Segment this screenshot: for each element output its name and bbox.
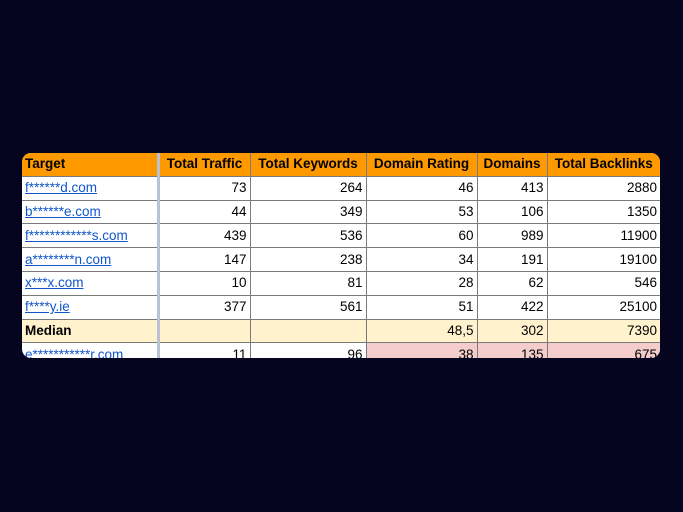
- column-header-domains: Domains: [476, 153, 548, 177]
- header-row: Target Total Traffic Total Keywords Doma…: [22, 153, 660, 177]
- column-header-domain-rating: Domain Rating: [365, 153, 478, 177]
- target-cell: x***x.com: [22, 270, 160, 296]
- total-backlinks-cell: 1350: [546, 199, 660, 225]
- total-traffic-cell: 73: [157, 175, 251, 201]
- total-keywords-cell: 238: [249, 247, 367, 272]
- domain-rating-cell: 38: [365, 342, 478, 358]
- total-traffic-cell: 377: [157, 294, 251, 320]
- domains-cell: 413: [476, 175, 548, 201]
- domains-cell: 989: [476, 223, 548, 249]
- domain-rating-cell: 28: [365, 270, 478, 296]
- target-link[interactable]: a********n.com: [25, 251, 112, 267]
- total-keywords-cell: 349: [249, 199, 367, 225]
- total-keywords-cell: 81: [249, 270, 367, 296]
- domains-cell: 422: [476, 294, 548, 320]
- table-row: f************s.com 439 536 60 989 11900: [22, 223, 660, 249]
- column-header-total-traffic: Total Traffic: [157, 153, 251, 177]
- column-header-total-backlinks: Total Backlinks: [546, 153, 660, 177]
- total-keywords-cell: 561: [249, 294, 367, 320]
- median-domains-cell: 302: [476, 318, 548, 344]
- domains-cell: 191: [476, 247, 548, 272]
- column-header-total-keywords: Total Keywords: [249, 153, 367, 177]
- total-backlinks-cell: 25100: [546, 294, 660, 320]
- table-row: x***x.com 10 81 28 62 546: [22, 270, 660, 296]
- backlink-comparison-table-wrapper: Target Total Traffic Total Keywords Doma…: [22, 153, 660, 358]
- target-cell: b******e.com: [22, 199, 160, 225]
- target-cell: a********n.com: [22, 247, 160, 272]
- target-link[interactable]: f****y.ie: [25, 299, 70, 315]
- total-traffic-cell: 439: [157, 223, 251, 249]
- total-backlinks-cell: 11900: [546, 223, 660, 249]
- target-link[interactable]: x***x.com: [25, 275, 84, 291]
- target-link[interactable]: b******e.com: [25, 203, 101, 219]
- total-traffic-cell: 147: [157, 247, 251, 272]
- median-row: Median 48,5 302 7390: [22, 318, 660, 344]
- total-traffic-cell: 44: [157, 199, 251, 225]
- table-row: f****y.ie 377 561 51 422 25100: [22, 294, 660, 320]
- total-traffic-cell: 10: [157, 270, 251, 296]
- median-total-traffic-cell: [157, 318, 251, 344]
- target-cell: f****y.ie: [22, 294, 160, 320]
- domains-cell: 62: [476, 270, 548, 296]
- table-row: f******d.com 73 264 46 413 2880: [22, 175, 660, 201]
- domain-rating-cell: 34: [365, 247, 478, 272]
- total-traffic-cell: 11: [157, 342, 251, 358]
- target-cell: e***********r.com: [22, 342, 160, 358]
- domains-cell: 135: [476, 342, 548, 358]
- domain-rating-cell: 51: [365, 294, 478, 320]
- total-keywords-cell: 96: [249, 342, 367, 358]
- backlink-comparison-table: Target Total Traffic Total Keywords Doma…: [22, 153, 660, 358]
- total-keywords-cell: 264: [249, 175, 367, 201]
- total-backlinks-cell: 546: [546, 270, 660, 296]
- table-row: b******e.com 44 349 53 106 1350: [22, 199, 660, 225]
- total-backlinks-cell: 2880: [546, 175, 660, 201]
- domains-cell: 106: [476, 199, 548, 225]
- domain-rating-cell: 53: [365, 199, 478, 225]
- column-header-target: Target: [22, 153, 160, 177]
- total-backlinks-cell: 19100: [546, 247, 660, 272]
- table-row: a********n.com 147 238 34 191 19100: [22, 247, 660, 272]
- target-link[interactable]: e***********r.com: [25, 346, 124, 358]
- median-total-backlinks-cell: 7390: [546, 318, 660, 344]
- target-cell: f************s.com: [22, 223, 160, 249]
- median-label: Median: [22, 318, 160, 344]
- target-cell: f******d.com: [22, 175, 160, 201]
- target-link[interactable]: f************s.com: [25, 227, 128, 243]
- domain-rating-cell: 46: [365, 175, 478, 201]
- total-backlinks-cell: 675: [546, 342, 660, 358]
- domain-rating-cell: 60: [365, 223, 478, 249]
- total-keywords-cell: 536: [249, 223, 367, 249]
- target-link[interactable]: f******d.com: [25, 180, 98, 196]
- median-total-keywords-cell: [249, 318, 367, 344]
- median-domain-rating-cell: 48,5: [365, 318, 478, 344]
- highlighted-target-row: e***********r.com 11 96 38 135 675: [22, 342, 660, 358]
